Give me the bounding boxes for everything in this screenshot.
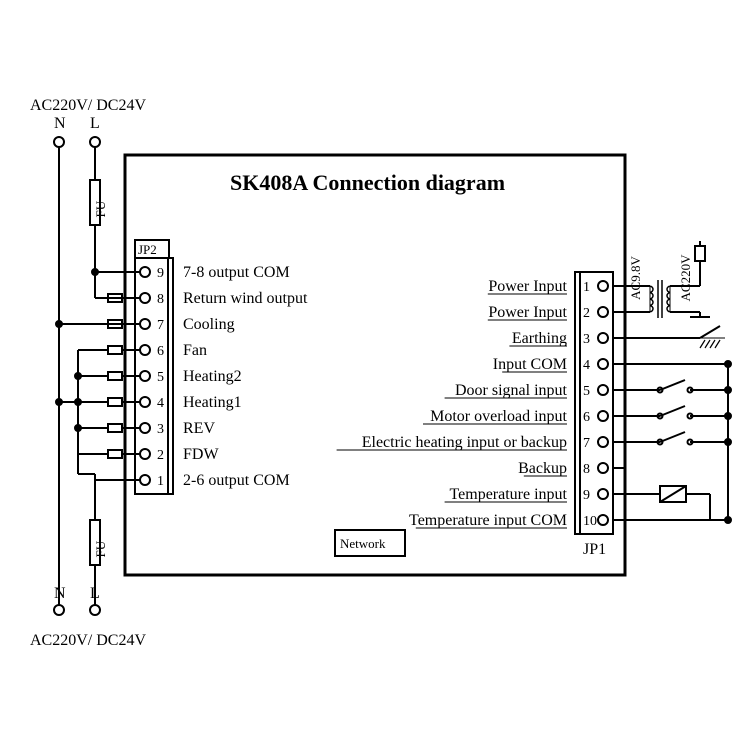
svg-text:FU: FU	[93, 200, 108, 217]
svg-text:AC220V/ DC24V: AC220V/ DC24V	[30, 632, 146, 649]
svg-text:9: 9	[157, 266, 164, 281]
svg-text:Input COM: Input COM	[493, 356, 567, 373]
svg-text:6: 6	[157, 344, 164, 359]
svg-text:FDW: FDW	[183, 446, 219, 463]
svg-text:Motor overload input: Motor overload input	[430, 408, 567, 425]
svg-text:Door signal input: Door signal input	[455, 382, 568, 399]
svg-text:Electric heating input or back: Electric heating input or backup	[362, 434, 567, 451]
svg-text:4: 4	[583, 358, 590, 373]
svg-text:5: 5	[157, 370, 164, 385]
svg-text:5: 5	[583, 384, 590, 399]
svg-text:7-8 output COM: 7-8 output COM	[183, 264, 290, 281]
svg-text:Fan: Fan	[183, 342, 207, 359]
svg-text:Earthing: Earthing	[512, 330, 567, 347]
svg-text:JP1: JP1	[583, 541, 606, 558]
svg-text:Power Input: Power Input	[488, 304, 567, 321]
svg-text:1: 1	[157, 474, 164, 489]
svg-text:REV: REV	[183, 420, 215, 437]
svg-text:7: 7	[583, 436, 590, 451]
svg-text:Heating1: Heating1	[183, 394, 242, 411]
connection-diagram: SK408A Connection diagramAC220V/ DC24VNL…	[0, 0, 750, 750]
svg-text:AC9.8V: AC9.8V	[628, 256, 643, 300]
svg-text:1: 1	[583, 280, 590, 295]
svg-text:Return wind output: Return wind output	[183, 290, 308, 307]
svg-text:10: 10	[583, 514, 597, 529]
svg-text:JP2: JP2	[138, 242, 157, 257]
svg-text:Heating2: Heating2	[183, 368, 242, 385]
svg-text:2-6 output COM: 2-6 output COM	[183, 472, 290, 489]
svg-text:Power Input: Power Input	[488, 278, 567, 295]
svg-text:6: 6	[583, 410, 590, 425]
svg-text:Temperature input: Temperature input	[450, 486, 568, 503]
svg-text:AC220V/ DC24V: AC220V/ DC24V	[30, 97, 146, 114]
svg-text:FU: FU	[93, 540, 108, 557]
svg-text:SK408A Connection diagram: SK408A Connection diagram	[230, 170, 505, 195]
svg-text:3: 3	[583, 332, 590, 347]
svg-text:4: 4	[157, 396, 164, 411]
svg-text:AC220V: AC220V	[678, 254, 693, 302]
svg-text:Backup: Backup	[518, 460, 567, 477]
svg-text:N: N	[54, 115, 66, 132]
svg-text:2: 2	[157, 448, 164, 463]
svg-text:Network: Network	[340, 536, 386, 551]
svg-text:2: 2	[583, 306, 590, 321]
svg-text:3: 3	[157, 422, 164, 437]
svg-text:9: 9	[583, 488, 590, 503]
svg-text:7: 7	[157, 318, 164, 333]
svg-text:Cooling: Cooling	[183, 316, 235, 333]
svg-text:8: 8	[157, 292, 164, 307]
svg-text:Temperature input COM: Temperature input COM	[409, 512, 567, 529]
svg-text:L: L	[90, 115, 100, 132]
svg-text:8: 8	[583, 462, 590, 477]
